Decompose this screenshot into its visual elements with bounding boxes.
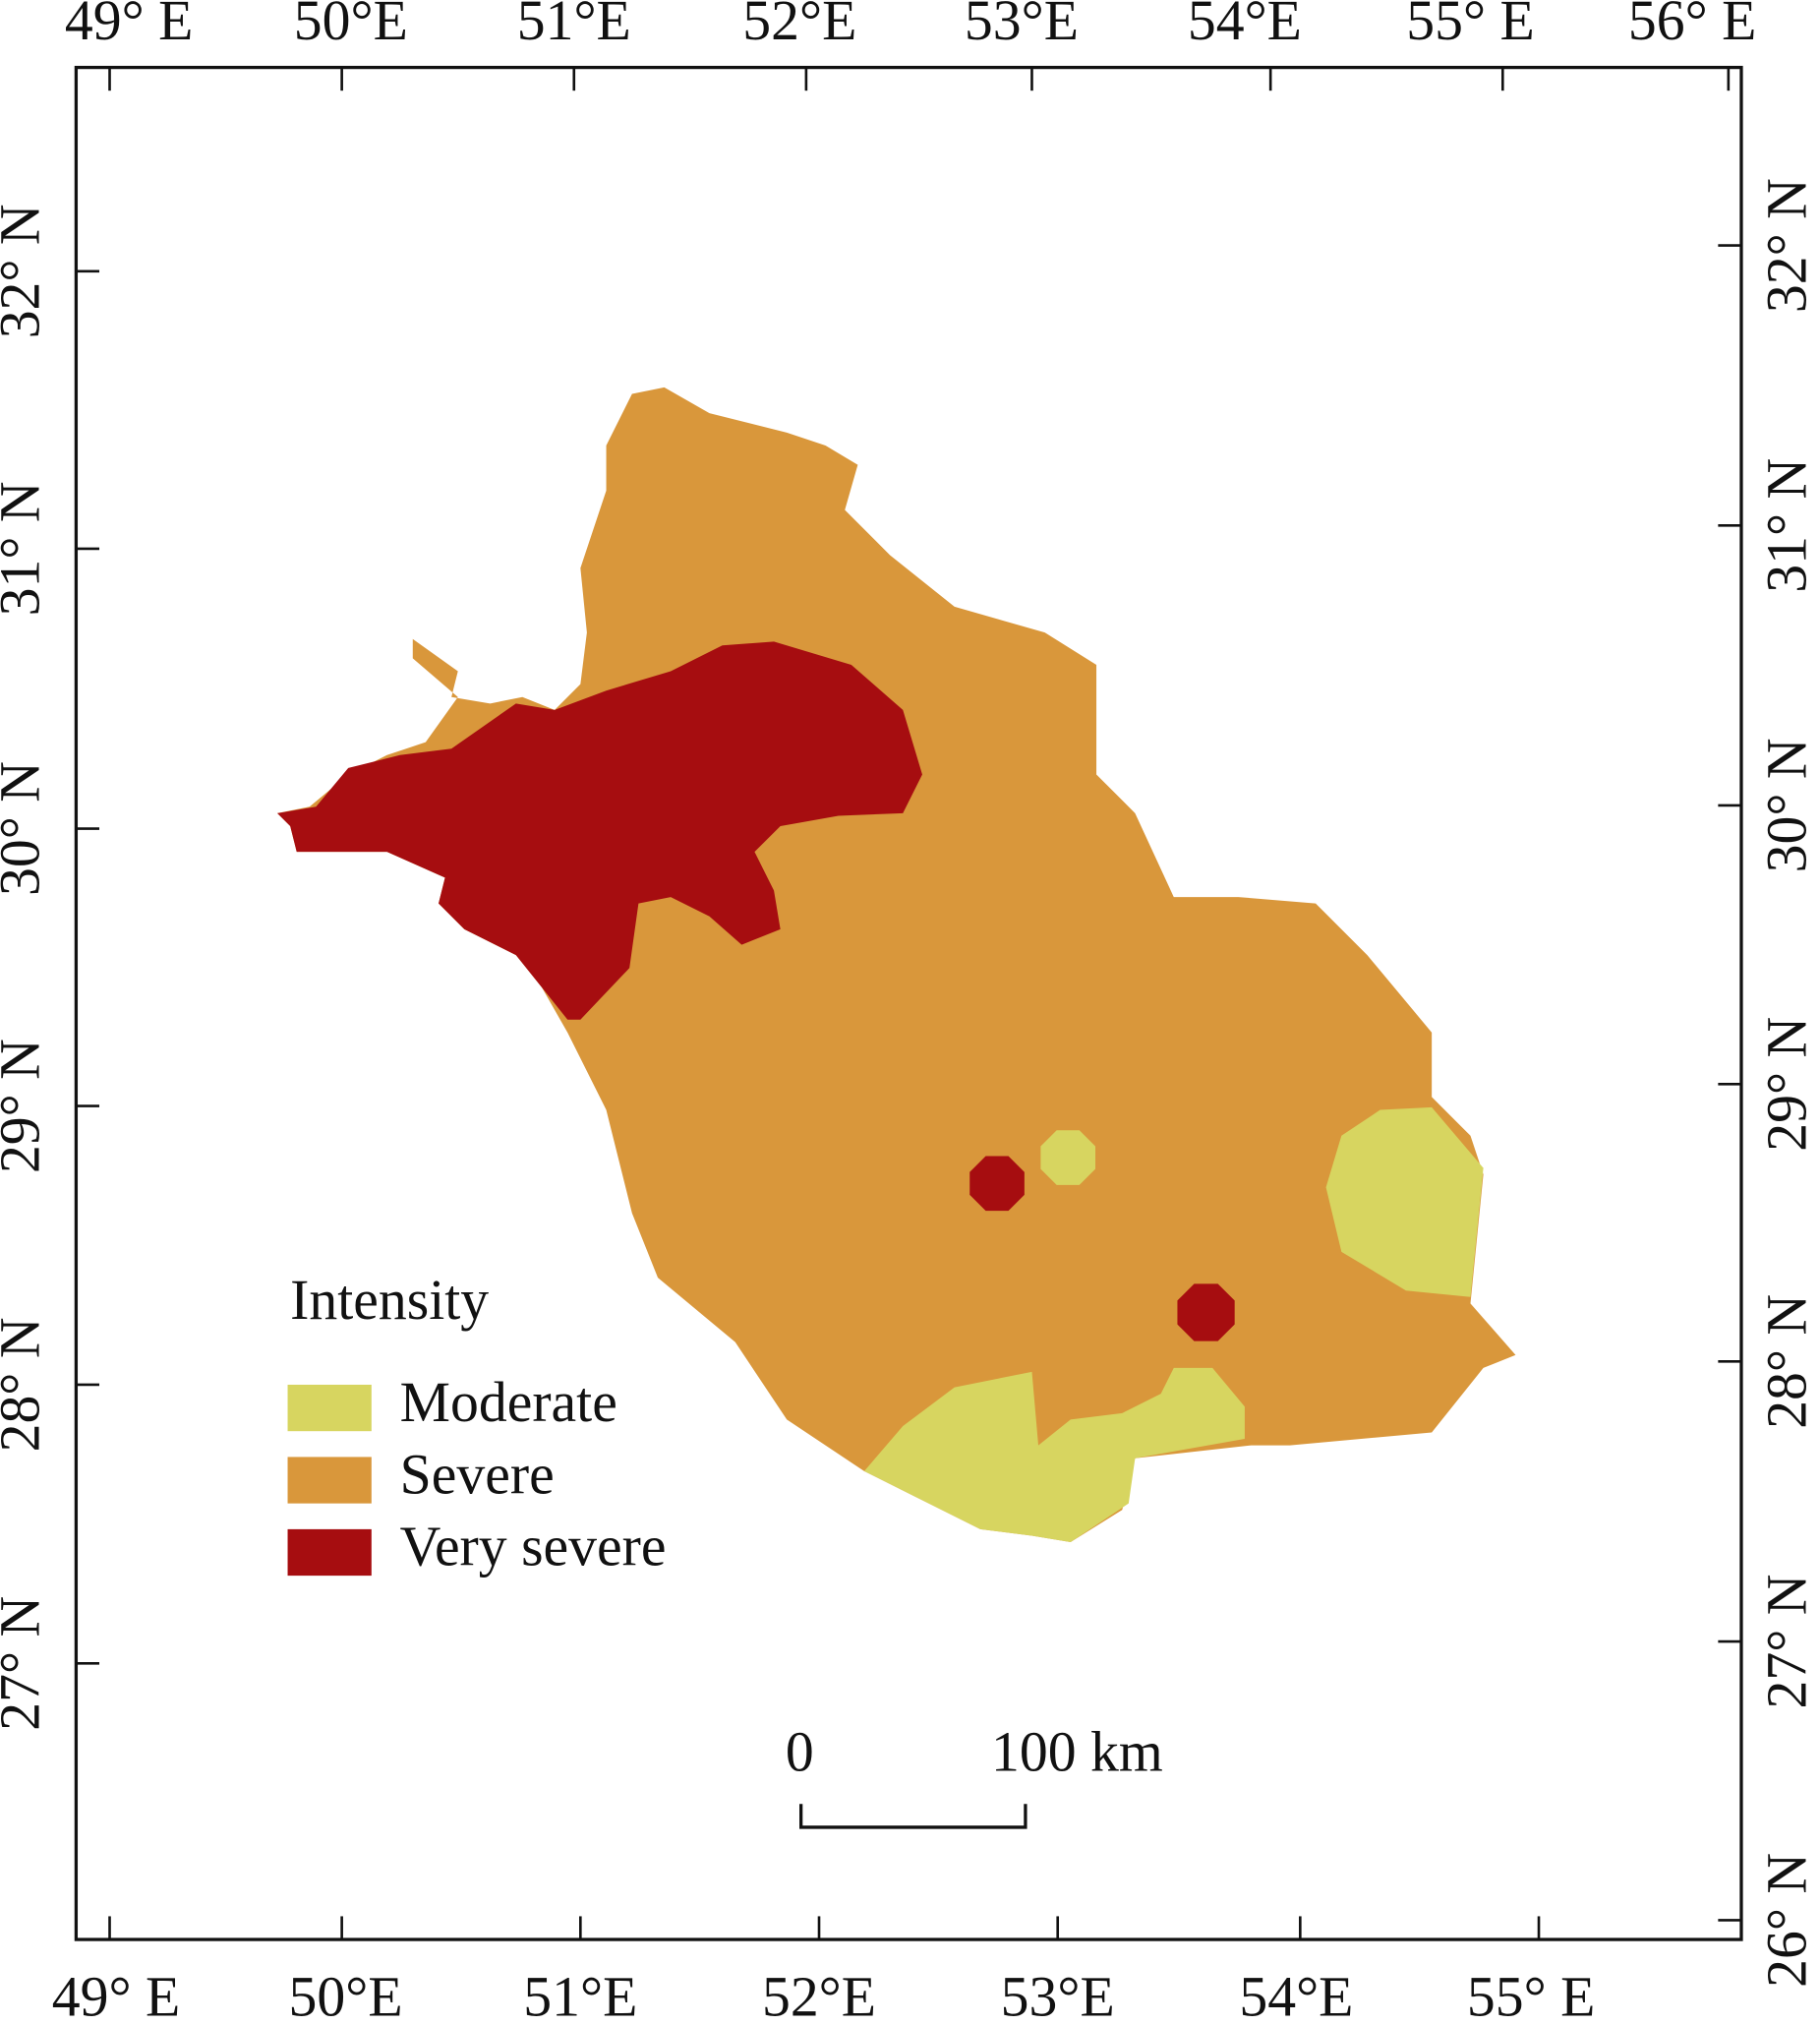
right-tick-label: 30° N	[1757, 738, 1819, 872]
bottom-tick-label: 53°E	[1001, 1967, 1115, 2025]
top-tick-label: 54°E	[1188, 0, 1302, 52]
legend-label: Very severe	[400, 1517, 667, 1578]
legend-label: Severe	[400, 1444, 555, 1506]
very-severe-region	[969, 1156, 1025, 1212]
top-tick-label: 50°E	[294, 0, 408, 52]
right-tick-label: 26° N	[1757, 1853, 1819, 1988]
severe-region	[277, 387, 1516, 1543]
scale-end: 100 km	[991, 1721, 1163, 1783]
left-tick-label: 28° N	[0, 1318, 51, 1453]
left-tick-label: 29° N	[0, 1039, 51, 1173]
bottom-tick-label: 54°E	[1239, 1967, 1353, 2025]
top-tick-label: 53°E	[965, 0, 1079, 52]
right-tick-label: 28° N	[1757, 1294, 1819, 1429]
legend-label: Moderate	[400, 1372, 617, 1434]
left-tick-label: 27° N	[0, 1596, 51, 1731]
right-tick-label: 29° N	[1757, 1017, 1819, 1152]
top-tick-label: 55° E	[1406, 0, 1534, 52]
legend-swatch	[287, 1457, 372, 1504]
moderate-region	[863, 1367, 1245, 1543]
legend-title: Intensity	[290, 1270, 489, 1332]
moderate-region	[1040, 1130, 1096, 1185]
top-tick-label: 56° E	[1628, 0, 1757, 52]
bottom-tick-label: 51°E	[523, 1967, 637, 2025]
moderate-region	[1325, 1106, 1484, 1297]
top-tick-label: 49° E	[65, 0, 194, 52]
left-tick-label: 32° N	[0, 204, 51, 338]
regions	[277, 387, 1516, 1543]
left-tick-label: 30° N	[0, 761, 51, 896]
very-severe-region	[277, 641, 922, 1020]
legend-swatch	[287, 1528, 372, 1577]
right-tick-label: 32° N	[1757, 178, 1819, 313]
very-severe-region	[1177, 1283, 1235, 1341]
bottom-tick-label: 55° E	[1467, 1967, 1595, 2025]
legend-swatch	[287, 1384, 372, 1432]
right-tick-label: 31° N	[1757, 458, 1819, 593]
top-tick-label: 52°E	[742, 0, 856, 52]
bottom-tick-label: 49° E	[52, 1967, 180, 2025]
scale-bar	[799, 1804, 1027, 1829]
left-tick-label: 31° N	[0, 481, 51, 616]
map-frame	[74, 65, 1743, 1941]
bottom-tick-label: 50°E	[289, 1967, 403, 2025]
bottom-tick-label: 52°E	[762, 1967, 876, 2025]
top-tick-label: 51°E	[517, 0, 631, 52]
right-tick-label: 27° N	[1757, 1575, 1819, 1709]
scale-start: 0	[786, 1721, 814, 1783]
